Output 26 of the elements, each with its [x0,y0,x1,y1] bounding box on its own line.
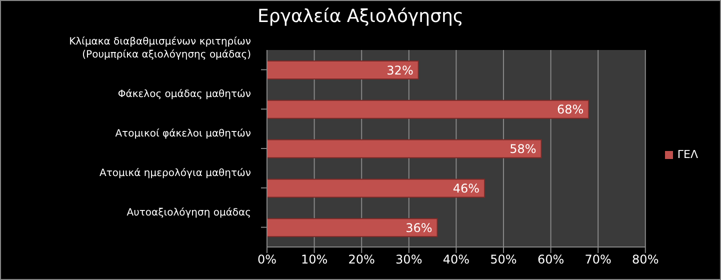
x-tick-label: 40% [442,252,470,267]
data-label: 68% [556,102,584,117]
bar [267,60,419,80]
x-tick-label: 70% [584,252,612,267]
y-tick-label: Ατομικά ημερολόγια μαθητών [100,168,252,179]
bar [267,139,542,158]
y-tick-label: Φάκελος ομάδας μαθητών [118,89,252,100]
x-tick-label: 20% [348,252,375,267]
bar [267,178,486,198]
data-label: 58% [510,142,536,156]
chart-title: Εργαλεία Αξιολόγησης [256,6,464,29]
bar [267,218,438,238]
x-tick-label: 0% [257,252,277,267]
data-label: 46% [452,181,480,196]
bar [267,100,590,119]
y-tick-label: Ατομικοί φάκελοι μαθητών [115,128,252,140]
data-label: 32% [386,63,414,78]
data-label: 36% [406,220,432,235]
x-tick-label: 10% [300,252,328,267]
legend-label: ΓΕΛ [677,148,698,161]
x-tick-label: 80% [632,252,659,267]
x-tick-label: 30% [396,252,422,267]
y-tick-label: Κλίμακα διαβαθμισμένων κριτηρίων (Ρουμπρίκα αξιολόγησης ομάδας) [69,36,252,61]
x-tick-label: 60% [537,252,564,267]
y-tick-label: Αυτοαξιολόγηση ομάδας [126,207,251,218]
x-tick-label: 50% [490,252,517,267]
